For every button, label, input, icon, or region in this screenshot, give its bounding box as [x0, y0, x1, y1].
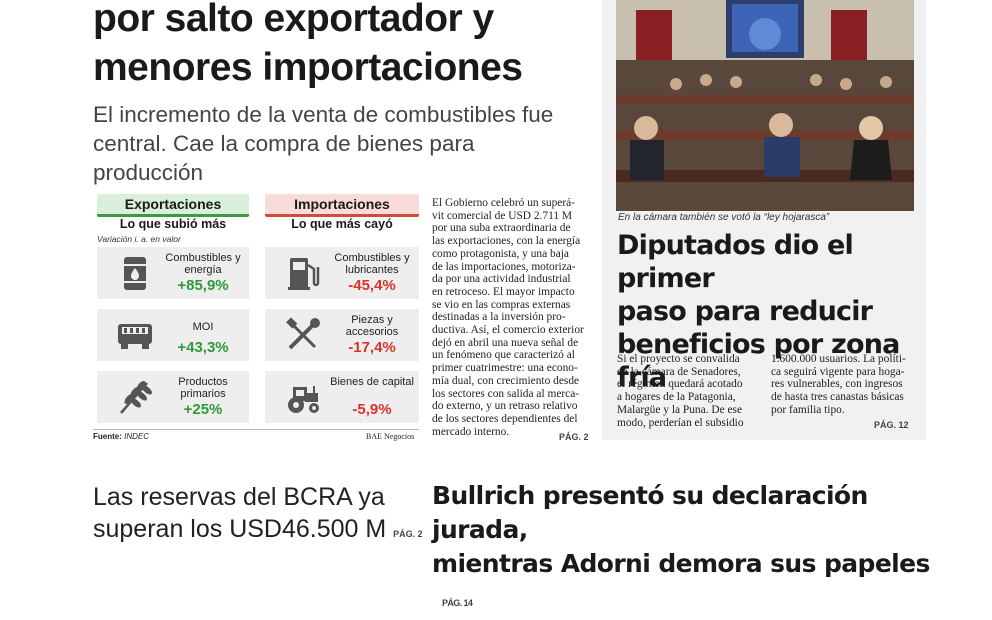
text-line: en la cámara de Senadores,	[617, 365, 741, 378]
import-item-value: -45,4%	[348, 277, 396, 294]
text-line: en retroceso. El mayor impacto	[432, 285, 575, 298]
bcra-teaser-line-2: superan los USD46.500 M PÁG. 2	[93, 513, 423, 550]
text-line: se vio en las compras externas	[432, 298, 571, 311]
bullrich-teaser-page-ref: PÁG. 14	[442, 598, 473, 608]
text-line: destinadas a la inversión pro-	[432, 311, 566, 324]
text-line: el régimen quedará acotado	[617, 378, 743, 391]
text-line: por una suba extraordinaria de	[432, 222, 571, 235]
graphic-credit: BAE Negocios	[366, 432, 415, 441]
source-label: Fuente:	[93, 432, 122, 441]
bcra-teaser[interactable]: Las reservas del BCRA ya superan los USD…	[93, 481, 423, 550]
text-line: modo, perderían el subsidio	[617, 416, 744, 429]
text-line: dejó en abril una nueva señal de	[432, 336, 579, 349]
text-line: por familia tipo.	[771, 403, 845, 416]
export-card-primarios: Productos primarios +25%	[97, 371, 249, 423]
chamber-photo	[616, 0, 914, 211]
export-item-value: +25%	[183, 401, 223, 418]
import-item-label: Piezas y accesorios	[345, 314, 399, 338]
text-line: vit comercial de USD 2.711 M	[432, 209, 573, 222]
source-credit: Fuente: INDEC	[93, 432, 149, 441]
bullrich-teaser-line-1: Bullrich presentó su declaración jurada,	[432, 481, 868, 544]
main-article-page-ref: PÁG. 2	[559, 432, 589, 442]
subheadline-line-2: central. Cae la compra de bienes para pr…	[93, 131, 475, 185]
importaciones-subtitle: Lo que más cayó	[291, 217, 393, 231]
subheadline-line-1: El incremento de la venta de combustible…	[93, 102, 554, 127]
side-headline-line-2: paso para reducir	[617, 296, 873, 327]
photo-caption: En la cámara también se votó la “ley hoj…	[618, 212, 830, 223]
wheat-icon	[120, 381, 152, 414]
text-line: Malargüe y la Puna. De ese	[617, 403, 743, 416]
headline-line-1: por salto exportador y	[93, 0, 494, 40]
exportaciones-header: Exportaciones	[97, 194, 249, 217]
export-card-moi: MOI +43,3%	[97, 309, 249, 361]
text-line: ductiva. Así, el comercio exterior	[432, 324, 584, 337]
tools-icon	[286, 317, 320, 350]
text-line: de hasta tres canastas básicas	[771, 391, 904, 404]
side-story-headline: Diputados dio el primer paso para reduci…	[617, 229, 917, 394]
import-card-combustibles: Combustibles y lubricantes -45,4%	[265, 247, 419, 299]
export-item-value: +85,9%	[177, 277, 229, 294]
bcra-teaser-page-ref: PÁG. 2	[393, 529, 423, 539]
export-item-value: +43,3%	[177, 339, 229, 356]
import-item-label: Combustibles y lubricantes	[334, 252, 410, 276]
text-line: las exportaciones, con la energía	[432, 235, 581, 248]
text-line: de las importaciones, motoriza-	[432, 260, 576, 273]
variation-note: Variación i. a. en valor	[97, 234, 181, 244]
text-line: los sectores con salida al merca-	[432, 387, 580, 400]
headline-line-2: menores importaciones	[93, 46, 523, 89]
source-value: INDEC	[124, 432, 150, 441]
side-headline-line-3: beneficios por zona fría	[617, 329, 900, 393]
import-card-piezas: Piezas y accesorios -17,4%	[265, 309, 419, 361]
side-story-column-2: 1.600.000 usuarios. La políti-ca seguirá…	[771, 353, 914, 417]
fuel-pump-icon	[288, 258, 320, 290]
text-line: mía dual, con crecimiento desde	[432, 374, 580, 387]
text-line: do externo, y un retraso relativo	[432, 400, 578, 413]
text-line: primer cuatrimestre: una econo-	[432, 362, 578, 375]
text-line: res vulnerables, con ingresos	[771, 378, 903, 391]
oil-barrel-icon	[123, 257, 147, 290]
tractor-icon	[288, 386, 319, 413]
bcra-teaser-line-2-text: superan los USD46.500 M	[93, 515, 387, 543]
subheadline: El incremento de la venta de combustible…	[93, 100, 583, 187]
main-article-body: El Gobierno celebró un superá-vit comerc…	[432, 197, 587, 438]
export-item-label: Productos primarios	[178, 376, 228, 400]
bullrich-teaser-line-2-text: mientras Adorni demora sus papeles	[432, 549, 930, 578]
bcra-teaser-line-1: Las reservas del BCRA ya	[93, 483, 385, 511]
export-item-label: MOI	[192, 321, 214, 333]
text-line: un fenómeno que caracterizó al	[432, 349, 575, 362]
import-card-capital: Bienes de capital -5,9%	[265, 371, 419, 423]
text-line: a hogares de la Patagonia,	[617, 391, 736, 404]
bullrich-teaser[interactable]: Bullrich presentó su declaración jurada,…	[432, 479, 932, 620]
exportaciones-subtitle: Lo que subió más	[119, 217, 227, 231]
importaciones-header: Importaciones	[265, 194, 419, 217]
import-item-label: Bienes de capital	[330, 376, 414, 388]
text-line: 1.600.000 usuarios. La políti-	[771, 353, 906, 365]
side-story-page-ref: PÁG. 12	[874, 420, 909, 430]
text-line: El Gobierno celebró un superá-	[432, 197, 575, 209]
truck-icon	[118, 324, 152, 349]
main-headline: por salto exportador y menores importaci…	[93, 0, 593, 92]
text-line: ca seguirá vigente para hoga-	[771, 365, 905, 378]
text-line: Si el proyecto se convalida	[617, 353, 740, 365]
import-item-value: -17,4%	[348, 339, 396, 356]
export-card-combustibles: Combustibles y energía +85,9%	[97, 247, 249, 299]
side-headline-line-1: Diputados dio el primer	[617, 230, 854, 294]
text-line: da por una actividad industrial	[432, 273, 571, 286]
text-line: de los sectores dependientes del	[432, 412, 578, 425]
chamber-photo-illustration	[616, 0, 914, 211]
text-line: como protagonista, y una baja	[432, 247, 569, 260]
side-story-column-1: Si el proyecto se convalida en la cámara …	[617, 353, 760, 429]
export-item-label: Combustibles y energía	[165, 252, 241, 276]
import-item-value: -5,9%	[352, 401, 392, 418]
text-line: mercado interno.	[432, 425, 510, 438]
infographic-rule	[93, 429, 419, 430]
